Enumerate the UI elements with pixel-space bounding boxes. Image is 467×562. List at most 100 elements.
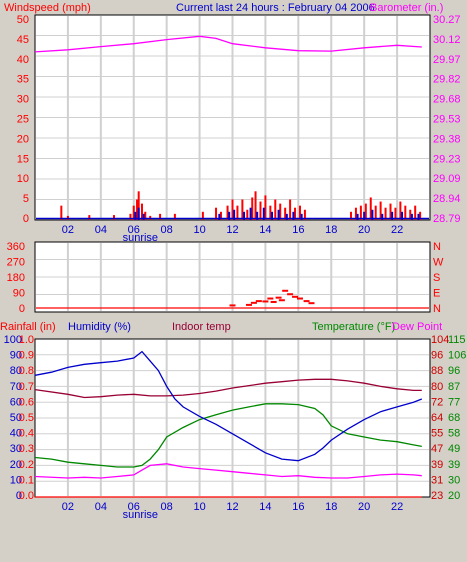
direction-point <box>292 295 299 298</box>
wind-x-tick-label: 08 <box>161 224 173 236</box>
windspeed-bar <box>142 213 145 220</box>
windspeed-bar <box>271 211 273 220</box>
weather-x-tick-label: 16 <box>292 501 304 513</box>
humidity-tick-label: 90 <box>10 350 22 362</box>
direction-tick-label: 360 <box>7 241 25 253</box>
wind-x-tick-label: 18 <box>325 224 337 236</box>
wind-x-tick-label: 22 <box>391 224 403 236</box>
windspeed-tick-label: 0 <box>23 213 29 225</box>
windspeed-bar <box>371 209 374 220</box>
direction-point <box>308 302 315 305</box>
temperature-tick-label: 96 <box>448 365 460 377</box>
windspeed-tick-label: 35 <box>17 74 29 86</box>
indoor-temp-series-line <box>34 378 422 399</box>
indoor-temp-tick-label: 72 <box>431 396 443 408</box>
windspeed-bar <box>410 213 413 220</box>
rainfall-tick-label: 0.0 <box>19 490 34 502</box>
temperature-tick-label: 49 <box>448 443 460 455</box>
direction-point <box>296 297 303 300</box>
rainfall-tick-label: 0.1 <box>19 474 34 486</box>
rainfall-tick-label: 0.8 <box>19 365 34 377</box>
wind-x-tick-label: 14 <box>259 224 271 236</box>
gust-bar <box>404 205 407 220</box>
barometer-tick-label: 29.82 <box>433 74 461 86</box>
windspeed-bar <box>256 211 259 220</box>
gust-bar <box>279 203 282 220</box>
weather-x-tick-label: 14 <box>259 501 271 513</box>
gust-bar <box>414 205 417 220</box>
direction-tick-label: 90 <box>13 288 25 300</box>
indoor-temp-tick-label: 88 <box>431 365 443 377</box>
direction-point <box>270 300 277 303</box>
gust-bar <box>254 191 257 220</box>
weather-x-tick-label: 04 <box>95 501 107 513</box>
gust-bar <box>269 205 272 220</box>
humidity-tick-label: 30 <box>10 443 22 455</box>
wind-x-tick-label: 04 <box>95 224 107 236</box>
wind-x-tick-label: 12 <box>226 224 238 236</box>
indoor-temp-tick-label: 39 <box>431 459 443 471</box>
windspeed-tick-label: 50 <box>17 14 29 26</box>
direction-point <box>282 289 289 292</box>
indoor-temp-tick-label: 23 <box>431 490 443 502</box>
windspeed-tick-label: 5 <box>23 193 29 205</box>
barometer-tick-label: 30.12 <box>433 34 461 46</box>
windspeed-bar <box>228 211 231 220</box>
barometer-tick-label: 29.97 <box>433 54 461 66</box>
indoor-temp-label: Indoor temp <box>172 321 231 333</box>
direction-point <box>267 297 274 300</box>
barometer-tick-label: 29.09 <box>433 173 461 185</box>
weather-x-tick-label: 10 <box>193 501 205 513</box>
chart-title: Current last 24 hours : February 04 2006 <box>176 2 375 14</box>
temperature-axis-label: Temperature (°F) <box>312 321 395 333</box>
direction-tick-label: 270 <box>7 257 25 269</box>
rainfall-tick-label: 0.5 <box>19 412 34 424</box>
weather-sunrise-label: sunrise <box>123 509 158 521</box>
temperature-tick-label: 68 <box>448 412 460 424</box>
windspeed-bar <box>292 211 295 220</box>
weather-x-tick-label: 12 <box>226 501 238 513</box>
temperature-tick-label: 20 <box>448 490 460 502</box>
direction-point <box>250 301 257 304</box>
gust-bar <box>173 213 176 220</box>
humidity-axis-label: Humidity (%) <box>68 321 131 333</box>
weather-x-tick-label: 08 <box>161 501 173 513</box>
indoor-temp-tick-label: 64 <box>431 412 443 424</box>
wind-x-tick-label: 06 <box>128 224 140 236</box>
temperature-tick-label: 58 <box>448 428 460 440</box>
rainfall-tick-label: 1.0 <box>19 334 34 346</box>
gust-bar <box>140 203 143 220</box>
barometer-tick-label: 28.94 <box>433 193 461 205</box>
windspeed-tick-label: 40 <box>17 54 29 66</box>
humidity-tick-label: 50 <box>10 412 22 424</box>
gust-bar <box>88 215 91 220</box>
temperature-tick-label: 77 <box>448 396 460 408</box>
gust-bar <box>219 211 222 220</box>
gust-bar <box>364 203 367 220</box>
gust-bar <box>264 195 267 220</box>
gust-bar <box>144 211 147 220</box>
direction-tick-label: 0 <box>19 303 25 315</box>
windspeed-bar <box>391 211 394 220</box>
barometer-tick-label: 30.27 <box>433 14 461 26</box>
rainfall-tick-label: 0.2 <box>19 459 34 471</box>
gust-bar <box>60 205 63 220</box>
windspeed-bar <box>277 209 280 220</box>
windspeed-bar <box>417 213 420 220</box>
indoor-temp-tick-label: 80 <box>431 381 443 393</box>
windspeed-bar <box>300 213 303 220</box>
windspeed-bar <box>356 213 359 220</box>
temperature-tick-label: 30 <box>448 474 460 486</box>
windspeed-tick-label: 30 <box>17 94 29 106</box>
humidity-tick-label: 0 <box>16 490 22 502</box>
temperature-tick-label: 87 <box>448 381 460 393</box>
windspeed-bar <box>285 213 288 220</box>
windspeed-bar <box>134 211 137 220</box>
barometer-tick-label: 29.53 <box>433 114 461 126</box>
rainfall-tick-label: 0.6 <box>19 396 34 408</box>
rainfall-tick-label: 0.3 <box>19 443 34 455</box>
rainfall-tick-label: 0.4 <box>19 428 34 440</box>
indoor-temp-tick-label: 47 <box>431 443 443 455</box>
windspeed-tick-label: 45 <box>17 34 29 46</box>
